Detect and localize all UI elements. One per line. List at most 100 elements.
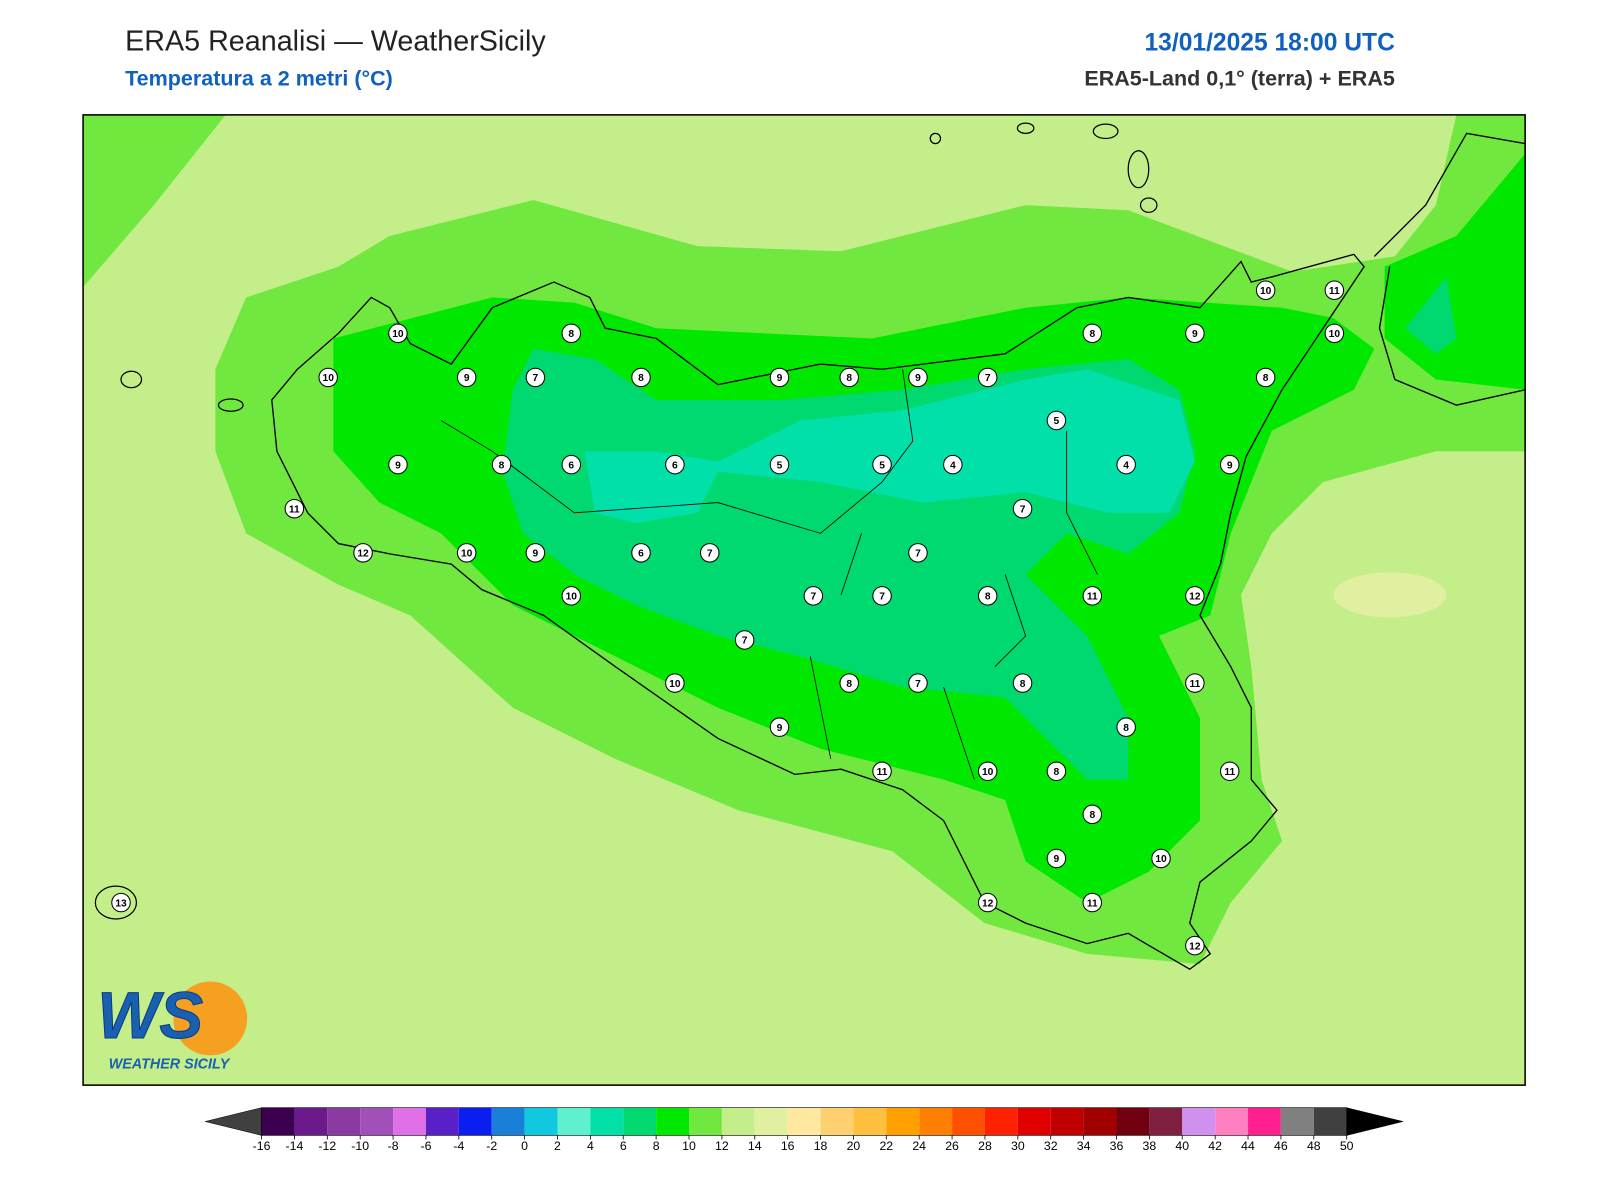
logo-sun [173,981,248,1056]
station-marker [769,717,790,737]
station-marker [908,367,928,388]
station-marker [1082,892,1103,913]
station-marker [1185,586,1205,606]
station-value: 7 [1020,504,1026,515]
station-value: 8 [499,460,505,471]
station-value: 5 [777,460,783,471]
colorbar-tick-label: 46 [1274,1139,1288,1153]
station-marker [1116,717,1136,737]
station-marker [1082,323,1103,344]
station-marker [353,543,373,563]
station-value: 11 [289,504,300,515]
colorbar-bin [820,1107,854,1136]
station-marker [284,498,305,519]
colorbar-bin [1149,1107,1183,1136]
colorbar-tick-label: 22 [879,1139,893,1153]
station-marker [769,367,790,388]
colorbar-bin [458,1107,492,1136]
station-value: 6 [568,460,574,471]
station-marker [561,454,582,475]
island [1127,150,1150,189]
station-value: 12 [357,549,369,560]
station-marker [872,761,892,782]
station-value: 11 [1087,592,1098,603]
station-value: 7 [879,592,885,603]
coastline [1373,132,1526,257]
colorbar-bin [393,1107,426,1136]
colorbar-bin [853,1107,887,1136]
colorbar-bin [1083,1107,1117,1136]
colorbar-tick-label: 42 [1208,1139,1222,1153]
station-marker [839,367,859,388]
station-marker [1255,280,1276,300]
colorbar-bin [491,1107,525,1136]
colorbar-tick-label: 34 [1077,1139,1091,1153]
station-value: 7 [707,549,713,560]
colorbar-tick-label: -12 [318,1139,336,1153]
station-marker [525,367,546,388]
colorbar-bin [557,1107,591,1136]
colorbar-tick-label: 38 [1143,1139,1157,1153]
island [1092,123,1119,140]
station-value: 8 [1089,329,1095,340]
station-marker [1082,586,1103,606]
station-marker [388,323,408,344]
station-marker [631,367,651,388]
colorbar-tick-label: 12 [715,1139,729,1153]
island [929,132,942,145]
station-marker [872,454,892,475]
colorbar-bin [1280,1107,1314,1136]
contour-fill [1333,572,1447,618]
station-value: 12 [1189,592,1201,603]
station-marker [1255,367,1276,388]
colorbar-tick-label: -16 [253,1139,271,1153]
colorbar-tick-label: 8 [653,1139,660,1153]
station-value: 7 [533,373,539,384]
colorbar-tick-label: 40 [1175,1139,1189,1153]
station-marker [977,586,998,606]
station-value: 10 [982,767,994,778]
station-value: 7 [742,636,748,647]
colorbar-tick-label: 14 [748,1139,762,1153]
station-marker [977,892,998,913]
colorbar-tick-label: 26 [945,1139,959,1153]
colorbar-outline [261,1107,1347,1136]
station-marker [631,543,651,563]
colorbar-bin [984,1107,1018,1136]
station-value: 10 [566,592,578,603]
station-value: 7 [985,373,991,384]
station-marker [700,543,720,563]
station-marker [1219,761,1240,782]
station-marker [1012,673,1033,693]
station-marker [1324,323,1345,344]
source: ERA5-Land 0,1° (terra) + ERA5 [1084,67,1395,91]
station-value: 10 [323,373,335,384]
contour-fill [584,369,1195,524]
station-value: 9 [777,723,783,734]
station-marker [665,454,685,475]
colorbar: -16 -14 -12 -10 -8 -6 -4 -2 0 2 4 6 8 10 12 14 16 18 20 22 2… [205,1107,1404,1153]
colorbar-bin [360,1107,394,1136]
station-value: 6 [672,460,678,471]
colorbar-bin [919,1107,953,1136]
station-value: 8 [985,592,991,603]
colorbar-tick-label: -14 [286,1139,304,1153]
island [1016,122,1035,134]
colorbar-bin [656,1107,690,1136]
colorbar-bin [261,1107,295,1136]
colorbar-tick-label: -8 [388,1139,399,1153]
station-value: 8 [568,329,574,340]
station-marker [1324,280,1345,300]
colorbar-bin [1116,1107,1150,1136]
station-value: 5 [1054,416,1060,427]
colorbar-bin [524,1107,558,1136]
colorbar-tick-label: 2 [554,1139,561,1153]
station-value: 8 [846,679,852,690]
station-value: 7 [915,679,921,690]
station-marker [769,454,790,475]
station-marker [111,892,131,913]
station-marker [908,543,928,563]
colorbar-bin [721,1107,755,1136]
station-value: 4 [1123,460,1129,471]
station-marker [665,673,685,693]
